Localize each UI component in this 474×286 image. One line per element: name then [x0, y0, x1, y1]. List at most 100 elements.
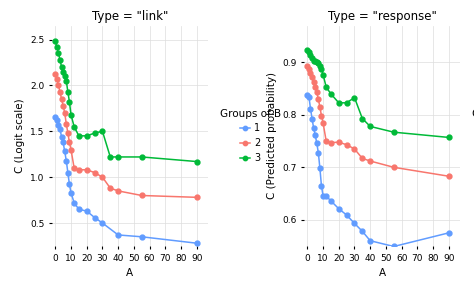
2	[194, 196, 200, 199]
2	[62, 111, 68, 115]
2	[314, 91, 319, 94]
1	[446, 231, 452, 235]
1	[53, 116, 58, 119]
2	[309, 76, 315, 79]
3	[115, 155, 121, 159]
3	[194, 160, 200, 163]
1	[391, 245, 397, 248]
1	[344, 213, 349, 217]
3	[65, 90, 71, 94]
3	[71, 125, 77, 128]
1	[320, 194, 326, 197]
Title: Type = "link": Type = "link"	[92, 10, 168, 23]
2	[108, 186, 113, 190]
Line: 1: 1	[53, 115, 199, 246]
2	[68, 148, 74, 151]
2	[308, 71, 313, 75]
Line: 2: 2	[305, 64, 451, 179]
2	[92, 171, 98, 174]
3	[309, 57, 315, 60]
1	[323, 194, 329, 198]
Y-axis label: C (Predicted probability): C (Predicted probability)	[266, 72, 277, 199]
Title: Type = "response": Type = "response"	[328, 10, 437, 23]
2	[391, 166, 397, 169]
3	[391, 130, 397, 134]
2	[57, 90, 63, 94]
2	[328, 141, 334, 144]
1	[59, 135, 64, 138]
1	[54, 118, 60, 122]
2	[71, 166, 77, 170]
2	[311, 81, 317, 84]
2	[65, 131, 71, 135]
1	[194, 241, 200, 245]
2	[323, 139, 329, 143]
1	[92, 216, 98, 219]
2	[319, 114, 324, 118]
1	[100, 221, 105, 225]
1	[319, 184, 324, 188]
3	[54, 45, 60, 49]
2	[64, 122, 69, 126]
3	[92, 131, 98, 135]
3	[306, 50, 312, 54]
1	[311, 126, 317, 130]
1	[115, 233, 121, 237]
2	[100, 175, 105, 179]
3	[311, 59, 317, 63]
3	[66, 100, 72, 104]
1	[68, 191, 74, 194]
1	[84, 209, 90, 213]
1	[139, 235, 145, 239]
2	[317, 105, 323, 109]
2	[306, 67, 312, 70]
3	[359, 117, 365, 120]
1	[306, 95, 312, 98]
Line: 1: 1	[305, 93, 451, 249]
Line: 2: 2	[53, 72, 199, 200]
3	[64, 79, 69, 83]
3	[60, 70, 66, 73]
2	[60, 104, 66, 107]
3	[319, 67, 324, 71]
1	[328, 199, 334, 202]
3	[84, 134, 90, 138]
1	[60, 140, 66, 144]
3	[328, 92, 334, 96]
3	[320, 73, 326, 76]
3	[55, 51, 61, 55]
2	[352, 147, 357, 151]
3	[336, 101, 342, 104]
1	[76, 208, 82, 211]
1	[336, 207, 342, 210]
Legend: 1, 2, 3: 1, 2, 3	[468, 105, 474, 167]
2	[115, 189, 121, 193]
1	[352, 222, 357, 225]
1	[65, 171, 71, 174]
3	[317, 64, 323, 68]
Line: 3: 3	[305, 48, 451, 140]
1	[309, 117, 315, 120]
2	[316, 98, 321, 101]
2	[304, 64, 310, 68]
3	[108, 155, 113, 159]
3	[314, 61, 319, 64]
2	[312, 85, 318, 89]
2	[446, 174, 452, 178]
2	[76, 168, 82, 172]
1	[304, 93, 310, 97]
1	[316, 151, 321, 154]
1	[312, 133, 318, 136]
3	[367, 125, 373, 128]
3	[312, 60, 318, 63]
3	[323, 85, 329, 89]
X-axis label: A: A	[378, 268, 385, 278]
1	[62, 150, 68, 153]
3	[308, 53, 313, 56]
1	[308, 107, 313, 110]
3	[304, 49, 310, 52]
1	[55, 123, 61, 126]
1	[64, 159, 69, 162]
3	[139, 155, 145, 159]
1	[71, 201, 77, 204]
